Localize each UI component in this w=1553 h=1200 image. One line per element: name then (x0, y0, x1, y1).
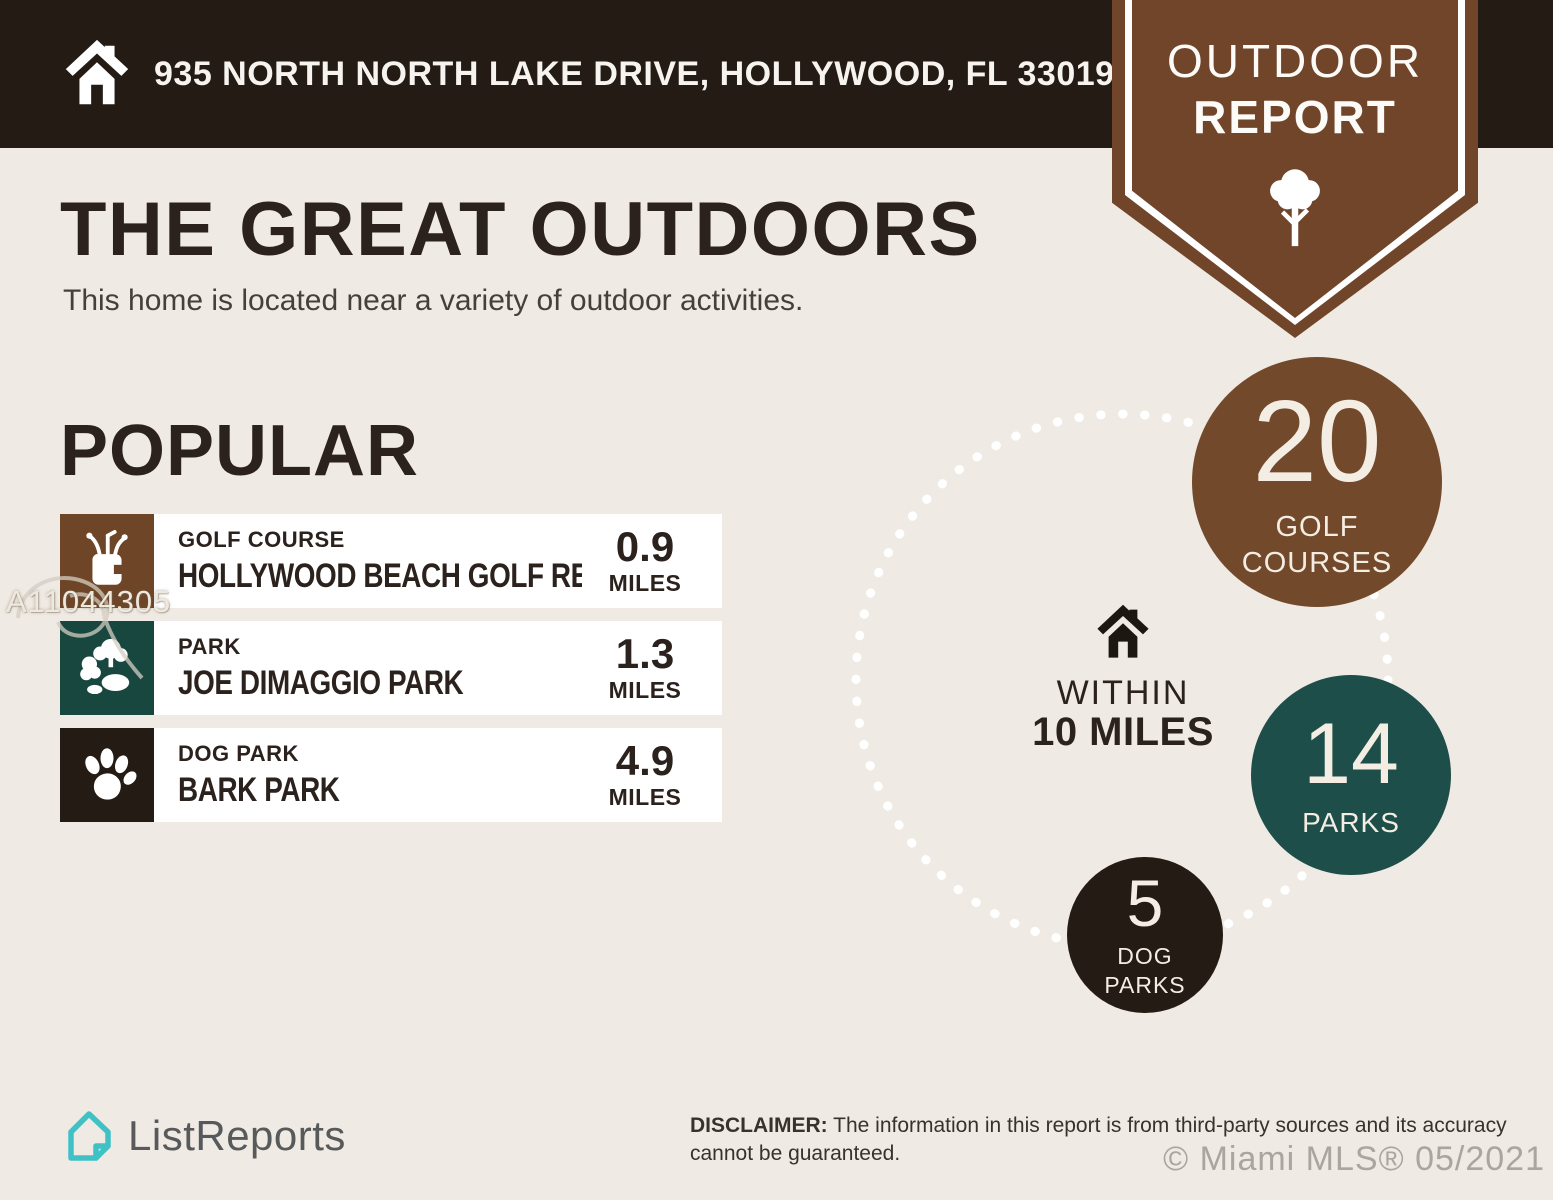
distance-value: 1.3 (615, 629, 675, 677)
listreports-logo-icon (68, 1111, 111, 1161)
home-icon (65, 39, 129, 105)
house-icon (1097, 604, 1149, 658)
stat-label-line: DOG (1117, 943, 1173, 970)
stat-circle-parks: 14 PARKS (1251, 675, 1451, 875)
badge-content: OUTDOOR REPORT (1112, 34, 1478, 257)
stat-label: GOLF COURSES (1242, 509, 1392, 582)
within-label: WITHIN (1056, 674, 1190, 712)
distance-value: 4.9 (615, 736, 675, 784)
mls-listing-id-watermark: A11044305 (6, 584, 172, 619)
outdoor-report-badge: OUTDOOR REPORT (1112, 0, 1478, 338)
badge-title-line2: REPORT (1193, 91, 1397, 143)
property-address: 935 NORTH NORTH LAKE DRIVE, HOLLYWOOD, F… (154, 55, 1115, 93)
popular-places-list: GOLF COURSE HOLLYWOOD BEACH GOLF RESORT … (60, 514, 722, 835)
place-distance: 1.3 MILES (582, 621, 722, 715)
place-category: DOG PARK (178, 740, 299, 766)
mls-copyright-watermark: © Miami MLS® 05/2021 (1163, 1140, 1545, 1178)
stat-value: 14 (1303, 705, 1399, 802)
place-text: GOLF COURSE HOLLYWOOD BEACH GOLF RESORT (154, 514, 582, 608)
distance-unit: MILES (608, 783, 682, 810)
stat-circle-golf-courses: 20 GOLF COURSES (1192, 357, 1442, 607)
stat-value: 5 (1126, 866, 1164, 941)
mls-watermark-logo (16, 576, 144, 680)
stat-label-line: COURSES (1241, 547, 1393, 579)
page-title: THE GREAT OUTDOORS (60, 187, 981, 272)
section-title: POPULAR (60, 411, 420, 491)
place-text: DOG PARK BARK PARK (154, 728, 582, 822)
disclaimer: DISCLAIMER: The information in this repo… (690, 1112, 1535, 1169)
disclaimer-label: DISCLAIMER: (690, 1114, 828, 1137)
radius-distance-label: 10 MILES (1032, 710, 1214, 754)
tree-icon (1270, 169, 1320, 247)
list-item-golf-course: GOLF COURSE HOLLYWOOD BEACH GOLF RESORT … (60, 514, 722, 608)
page-subtitle: This home is located near a variety of o… (63, 284, 804, 317)
distance-unit: MILES (608, 569, 682, 596)
stat-label: PARKS (1302, 805, 1400, 840)
place-distance: 0.9 MILES (582, 514, 722, 608)
place-category: GOLF COURSE (178, 526, 345, 552)
stat-label-line: PARKS (1302, 806, 1400, 838)
golf-bag-icon (60, 514, 154, 608)
place-name: HOLLYWOOD BEACH GOLF RESORT (178, 556, 582, 595)
stat-circle-dog-parks: 5 DOG PARKS (1067, 857, 1223, 1013)
disclaimer-text: The information in this report is from t… (690, 1114, 1507, 1166)
place-distance: 4.9 MILES (582, 728, 722, 822)
distance-unit: MILES (608, 676, 682, 703)
place-name: JOE DIMAGGIO PARK (178, 663, 464, 702)
dog-paw-icon (60, 728, 154, 822)
place-category: PARK (178, 633, 241, 659)
list-item-park: PARK JOE DIMAGGIO PARK 1.3 MILES (60, 621, 722, 715)
distance-value: 0.9 (615, 522, 675, 570)
place-text: PARK JOE DIMAGGIO PARK (154, 621, 582, 715)
stat-label: DOG PARKS (1104, 942, 1185, 1000)
stat-label-line: GOLF (1275, 510, 1359, 543)
list-item-dog-park: DOG PARK BARK PARK 4.9 MILES (60, 728, 722, 822)
badge-title-line1: OUTDOOR (1166, 35, 1424, 87)
stat-value: 20 (1252, 375, 1382, 506)
place-name: BARK PARK (178, 770, 340, 809)
stat-label-line: PARKS (1104, 972, 1186, 998)
listreports-brand-name: ListReports (128, 1112, 346, 1159)
